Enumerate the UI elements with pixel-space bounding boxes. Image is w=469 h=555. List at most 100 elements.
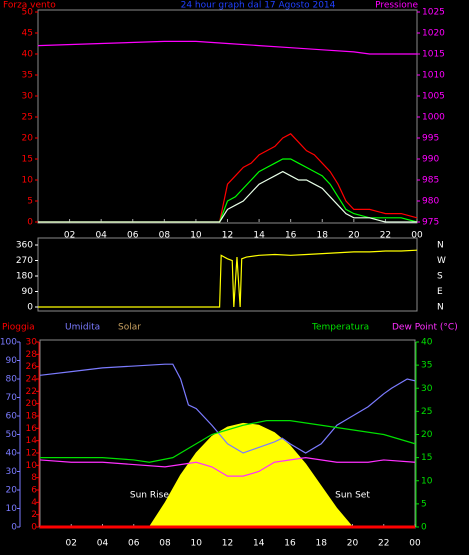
axis-title: Dew Point (°C) (392, 323, 458, 333)
y3-tick-label: 6 (31, 486, 37, 496)
y-tick-label: 90 (6, 356, 18, 366)
y3-tick-label: 12 (26, 449, 37, 459)
x-tick-label: 04 (95, 231, 107, 241)
y-tick-label: 180 (16, 272, 33, 282)
y3-tick-label: 18 (26, 412, 38, 422)
y2-tick-label: 1000 (422, 113, 445, 123)
y2-tick-label: 985 (422, 176, 439, 186)
y-tick-label: 270 (16, 256, 33, 266)
y2-tick-label: E (437, 287, 443, 297)
y-tick-label: 15 (22, 155, 33, 165)
y-tick-label: 50 (22, 8, 34, 18)
y3-tick-label: 8 (31, 473, 37, 483)
x-tick-label: 14 (253, 539, 265, 549)
line (38, 133, 418, 223)
x-tick-label: 12 (222, 231, 233, 241)
y-tick-label: 10 (6, 504, 18, 514)
y3-tick-label: 4 (31, 498, 37, 508)
y-tick-label: 40 (22, 50, 34, 60)
x-tick-label: 18 (317, 231, 329, 241)
y-tick-label: 30 (22, 92, 34, 102)
wind-axis-title: Forza vento (3, 1, 56, 11)
y2-tick-label: 1020 (422, 29, 445, 39)
y2-tick-label: 30 (421, 384, 433, 394)
annotation: Sun Set (335, 491, 370, 501)
y-tick-label: 50 (6, 430, 18, 440)
y2-tick-label: 1010 (422, 71, 445, 81)
x-tick-label: 04 (97, 539, 109, 549)
x-tick-label: 02 (66, 539, 77, 549)
x-tick-label: 22 (380, 231, 391, 241)
y2-tick-label: 5 (421, 499, 427, 509)
line (37, 40, 417, 55)
x-tick-label: 20 (348, 231, 360, 241)
x-tick-label: 16 (285, 231, 297, 241)
y3-tick-label: 20 (26, 399, 38, 409)
x-tick-label: 06 (127, 231, 139, 241)
y-tick-label: 100 (0, 338, 17, 348)
y2-tick-label: 1015 (422, 50, 445, 60)
y-tick-label: 20 (6, 486, 18, 496)
area (148, 422, 354, 528)
x-tick-label: 20 (347, 539, 359, 549)
x-tick-label: 00 (411, 231, 423, 241)
y2-tick-label: N (437, 241, 444, 251)
line (39, 363, 416, 454)
y2-tick-label: 990 (422, 155, 439, 165)
y-tick-label: 90 (22, 287, 34, 297)
y-tick-label: 25 (22, 113, 33, 123)
line (40, 420, 416, 463)
y-tick-label: 30 (6, 467, 18, 477)
y2-tick-label: 25 (421, 407, 432, 417)
line (38, 158, 418, 223)
y3-tick-label: 2 (31, 510, 37, 520)
y2-tick-label: S (437, 272, 443, 282)
y2-tick-label: 1005 (422, 92, 445, 102)
y-tick-label: 45 (22, 29, 33, 39)
y2-tick-label: N (437, 303, 444, 313)
y2-tick-label: W (437, 256, 446, 266)
y-tick-label: 70 (6, 393, 18, 403)
y3-tick-label: 14 (26, 436, 38, 446)
y3-tick-label: 30 (26, 338, 38, 348)
y-tick-label: 0 (27, 303, 33, 313)
x-tick-label: 22 (378, 539, 389, 549)
x-tick-label: 00 (409, 539, 421, 549)
y2-tick-label: 20 (421, 430, 433, 440)
y-tick-label: 0 (27, 218, 33, 228)
annotation: Sun Rise (130, 491, 169, 501)
y-tick-label: 80 (6, 375, 18, 385)
direction-panel-frame (37, 237, 418, 312)
y3-tick-label: 24 (26, 375, 38, 385)
line (38, 170, 417, 223)
y-tick-label: 35 (22, 71, 33, 81)
line (39, 457, 416, 477)
axis-title: Temperatura (311, 323, 369, 333)
chart-title: 24 hour graph dal 17 Agosto 2014 (181, 1, 336, 11)
x-tick-label: 06 (128, 539, 140, 549)
y3-tick-label: 10 (26, 461, 38, 471)
axis-title: Pioggia (2, 323, 35, 333)
y2-tick-label: 40 (421, 338, 433, 348)
x-tick-label: 16 (284, 539, 296, 549)
y3-tick-label: 28 (26, 350, 38, 360)
y2-tick-label: 0 (421, 523, 427, 533)
y-tick-label: 10 (22, 176, 34, 186)
axis-title: Umidita (65, 323, 100, 333)
x-tick-label: 08 (159, 231, 171, 241)
x-tick-label: 18 (316, 539, 328, 549)
y3-tick-label: 0 (31, 523, 37, 533)
x-tick-label: 14 (253, 231, 265, 241)
y2-tick-label: 975 (422, 218, 439, 228)
pressure-axis-title: Pressione (375, 1, 418, 11)
y3-tick-label: 26 (26, 362, 38, 372)
y-tick-label: 360 (16, 241, 33, 251)
x-tick-label: 02 (64, 231, 75, 241)
axis-title: Solar (118, 323, 141, 333)
y2-tick-label: 10 (421, 476, 433, 486)
x-tick-label: 10 (190, 231, 202, 241)
x-tick-label: 10 (191, 539, 203, 549)
x-tick-label: 12 (222, 539, 233, 549)
